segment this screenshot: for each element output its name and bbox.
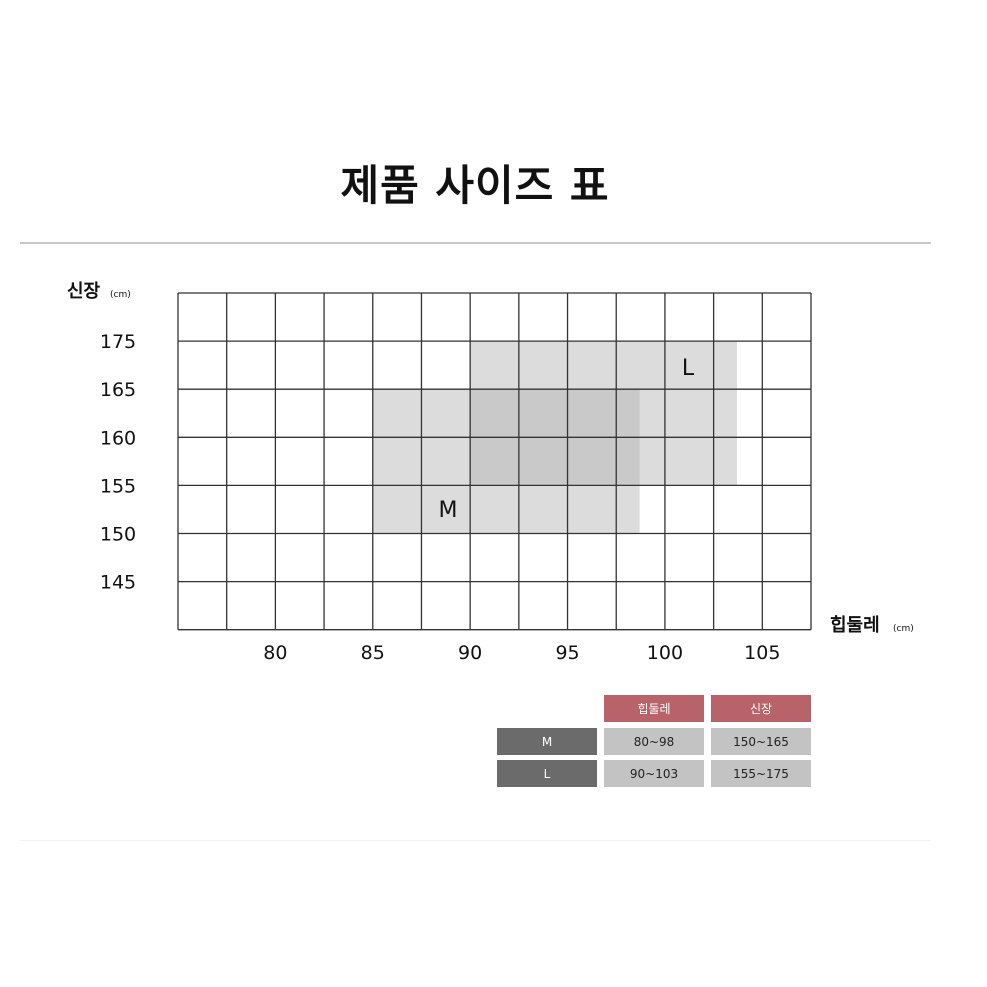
x-axis-label: 힙둘레 [830, 615, 880, 636]
table-header-hip: 힙둘레 [604, 695, 704, 722]
table-size-m: M [497, 728, 597, 755]
x-tick-label: 85 [361, 642, 385, 664]
y-tick-label: 145 [100, 572, 136, 594]
y-axis-label: 신장 [67, 281, 101, 302]
y-axis-unit: (cm) [110, 290, 131, 300]
y-tick-label: 165 [100, 379, 136, 401]
y-tick-label: 175 [100, 331, 136, 353]
x-tick-label: 90 [458, 642, 482, 664]
table-cell-m-hip: 80~98 [604, 728, 704, 755]
table-cell-m-height: 150~165 [711, 728, 811, 755]
y-tick-label: 150 [100, 524, 136, 546]
x-tick-label: 80 [263, 642, 287, 664]
table-header-height: 신장 [711, 695, 811, 722]
table-cell-l-hip: 90~103 [604, 760, 704, 787]
table-cell-l-height: 155~175 [711, 760, 811, 787]
region-label-m: M [439, 498, 458, 523]
page-title: 제품 사이즈 표 [340, 161, 610, 210]
x-tick-label: 95 [555, 642, 579, 664]
region-label-l: L [682, 356, 695, 381]
x-tick-label: 100 [647, 642, 683, 664]
table-size-l: L [497, 760, 597, 787]
y-tick-label: 155 [100, 475, 136, 497]
divider-bottom [20, 840, 931, 841]
y-tick-label: 160 [100, 427, 136, 449]
divider [20, 242, 931, 244]
x-tick-label: 105 [744, 642, 780, 664]
x-axis-unit: (cm) [893, 624, 914, 634]
